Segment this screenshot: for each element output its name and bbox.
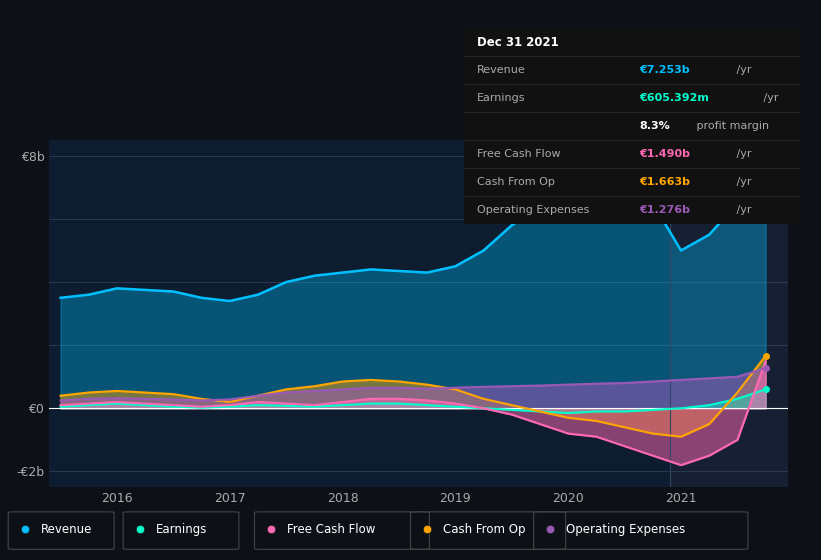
Text: Revenue: Revenue	[477, 65, 526, 75]
Text: Earnings: Earnings	[156, 522, 208, 536]
Text: Dec 31 2021: Dec 31 2021	[477, 35, 559, 49]
Text: Operating Expenses: Operating Expenses	[477, 205, 589, 215]
Text: /yr: /yr	[733, 177, 752, 187]
Text: profit margin: profit margin	[693, 121, 769, 131]
Text: Cash From Op: Cash From Op	[443, 522, 525, 536]
Text: 8.3%: 8.3%	[639, 121, 670, 131]
Text: Free Cash Flow: Free Cash Flow	[287, 522, 376, 536]
Bar	[670, 140, 788, 487]
Text: /yr: /yr	[733, 149, 752, 159]
Text: Revenue: Revenue	[41, 522, 93, 536]
Text: Cash From Op: Cash From Op	[477, 177, 555, 187]
Text: /yr: /yr	[733, 65, 752, 75]
Text: /yr: /yr	[760, 93, 778, 103]
Text: Free Cash Flow: Free Cash Flow	[477, 149, 561, 159]
Text: €7.253b: €7.253b	[639, 65, 690, 75]
Text: €605.392m: €605.392m	[639, 93, 709, 103]
Text: /yr: /yr	[733, 205, 752, 215]
Text: Earnings: Earnings	[477, 93, 525, 103]
Text: Operating Expenses: Operating Expenses	[566, 522, 686, 536]
Text: €1.663b: €1.663b	[639, 177, 690, 187]
Text: €1.276b: €1.276b	[639, 205, 690, 215]
Text: €1.490b: €1.490b	[639, 149, 690, 159]
